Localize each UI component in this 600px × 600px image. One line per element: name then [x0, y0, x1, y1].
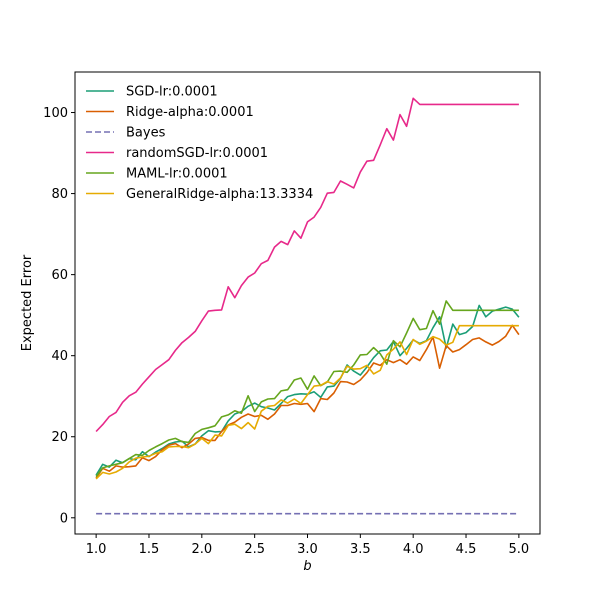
legend-label-5: GeneralRidge-alpha:13.3334: [126, 187, 313, 202]
x-tick-label: 4.5: [456, 542, 477, 557]
y-tick-label: 0: [60, 511, 68, 526]
series-line-5: [95, 324, 519, 480]
legend-label-0: SGD-lr:0.0001: [126, 85, 218, 100]
series-line-3: [95, 97, 519, 433]
x-axis: 1.0 1.5 2.0 2.5 3.0 3.5 4.0 4.5 5.0: [86, 534, 529, 557]
x-tick-label: 3.0: [297, 542, 318, 557]
y-axis-label: Expected Error: [20, 254, 35, 351]
plot-area: [95, 97, 520, 515]
x-axis-label: b: [303, 559, 311, 574]
y-tick-label: 40: [51, 349, 68, 364]
y-tick-label: 100: [43, 106, 68, 121]
x-tick-label: 4.0: [403, 542, 424, 557]
y-tick-label: 80: [51, 187, 68, 202]
series-line-1: [95, 324, 520, 479]
axes-frame: [74, 71, 541, 535]
x-tick-label: 2.0: [191, 542, 212, 557]
x-tick-label: 1.0: [86, 542, 107, 557]
legend-label-1: Ridge-alpha:0.0001: [126, 105, 254, 120]
x-tick-label: 2.5: [244, 542, 265, 557]
y-tick-label: 20: [51, 430, 68, 445]
legend-label-4: MAML-lr:0.0001: [126, 167, 228, 182]
x-tick-label: 5.0: [509, 542, 530, 557]
series-line-4: [95, 300, 519, 477]
legend-label-3: randomSGD-lr:0.0001: [126, 146, 268, 161]
legend: SGD-lr:0.0001 Ridge-alpha:0.0001 Bayes rand…: [86, 85, 313, 202]
series-line-0: [95, 304, 520, 476]
y-axis: 0 20 40 60 80 100: [43, 106, 75, 526]
x-tick-label: 1.5: [139, 542, 160, 557]
legend-label-2: Bayes: [126, 126, 166, 141]
x-tick-label: 3.5: [350, 542, 371, 557]
y-tick-label: 60: [51, 268, 68, 283]
